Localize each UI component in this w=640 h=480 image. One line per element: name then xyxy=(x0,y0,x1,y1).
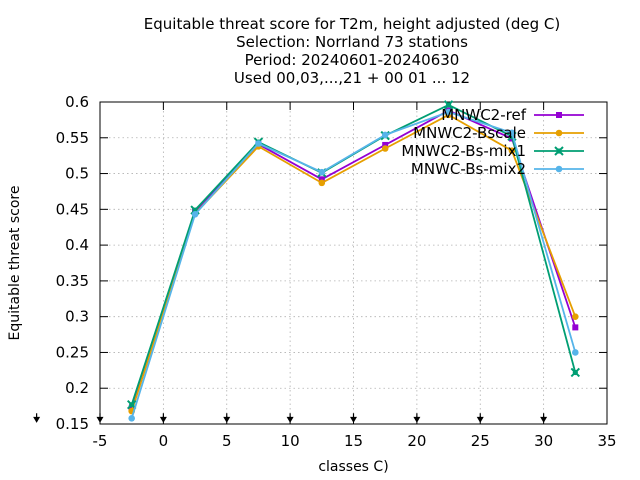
x-axis-label: classes C) xyxy=(318,459,388,475)
down-arrow-icon xyxy=(413,413,421,423)
x-tick-label: 0 xyxy=(159,432,169,450)
legend-label: MNWC2-ref xyxy=(441,106,526,124)
title-line: Equitable threat score for T2m, height a… xyxy=(144,15,560,33)
x-tick-label: 15 xyxy=(344,432,363,450)
y-tick-label: 0.4 xyxy=(65,236,89,254)
data-point xyxy=(508,147,516,154)
data-point xyxy=(318,168,326,176)
data-point xyxy=(508,129,516,137)
series-line xyxy=(130,109,577,409)
y-tick-label: 0.55 xyxy=(56,129,89,147)
legend-item: MNWC-Bs-mix2 xyxy=(411,160,584,178)
down-arrow-icon xyxy=(159,413,167,423)
legend-marker xyxy=(554,146,564,156)
down-arrow-icon xyxy=(223,413,231,423)
legend-label: MNWC2-Bscale xyxy=(413,124,526,142)
legend-label: MNWC-Bs-mix2 xyxy=(411,160,526,178)
x-axis-ticks: -5 0 5 10 15 20 25 30 35 xyxy=(93,102,617,450)
data-point xyxy=(318,176,325,183)
y-tick-label: 0.2 xyxy=(65,379,89,397)
grid xyxy=(100,102,607,424)
y-axis-label: Equitable threat score xyxy=(7,186,23,341)
down-arrow-icon xyxy=(96,413,104,423)
x-tick-label: 25 xyxy=(471,432,490,450)
down-arrow-icon xyxy=(540,413,548,423)
data-point xyxy=(381,145,389,152)
data-point xyxy=(572,324,579,331)
data-point xyxy=(445,108,452,116)
data-point xyxy=(382,141,389,148)
plot-frame xyxy=(99,101,608,425)
x-tick-label: 30 xyxy=(534,432,553,450)
y-tick-label: 0.5 xyxy=(65,165,89,183)
down-arrow-icon xyxy=(476,413,484,423)
y-tick-label: 0.45 xyxy=(56,200,89,218)
x-tick-label: 20 xyxy=(407,432,426,450)
data-point xyxy=(318,179,326,187)
y-tick-label: 0.35 xyxy=(56,272,89,290)
series-3 xyxy=(128,108,579,422)
y-tick-label: 0.15 xyxy=(56,415,89,433)
chart-title: Equitable threat score for T2m, height a… xyxy=(144,15,560,87)
data-point xyxy=(570,367,581,378)
title-line: Used 00,03,...,21 + 00 01 ... 12 xyxy=(234,69,470,87)
data-point xyxy=(255,140,262,147)
down-arrow-icon xyxy=(33,413,41,423)
data-point xyxy=(572,313,579,320)
down-arrow-icon xyxy=(286,413,294,423)
data-point xyxy=(191,211,199,218)
data-point xyxy=(443,100,454,110)
series xyxy=(126,100,581,422)
title-line: Selection: Norrland 73 stations xyxy=(236,33,468,51)
down-arrow-icon xyxy=(350,413,357,423)
legend-item: MNWC2-ref xyxy=(441,106,584,124)
legend-marker xyxy=(555,129,563,137)
y-axis-ticks: 0.15 0.2 0.25 0.3 0.35 0.4 0.45 0.5 0.55 0.6 xyxy=(56,93,607,433)
y-tick-label: 0.25 xyxy=(56,343,89,361)
data-point xyxy=(128,414,135,422)
legend: MNWC2-refMNWC2-BscaleMNWC2-Bs-mix1MNWC-B… xyxy=(401,106,584,178)
x-tick-label: 35 xyxy=(597,432,616,450)
below-axis-arrows xyxy=(33,413,548,423)
x-tick-label: 10 xyxy=(281,432,300,450)
legend-marker xyxy=(556,112,562,118)
plot-border xyxy=(99,101,608,425)
data-point xyxy=(381,131,389,139)
legend-item: MNWC2-Bscale xyxy=(413,124,584,142)
legend-label: MNWC2-Bs-mix1 xyxy=(401,142,526,160)
title-line: Period: 20240601-20240630 xyxy=(245,51,460,69)
series-line xyxy=(130,111,577,419)
legend-marker xyxy=(555,165,563,173)
x-tick-label: -5 xyxy=(93,432,108,450)
x-tick-label: 5 xyxy=(222,432,232,450)
data-point xyxy=(572,349,579,356)
legend-item: MNWC2-Bs-mix1 xyxy=(401,142,584,160)
y-tick-label: 0.3 xyxy=(65,308,89,326)
y-tick-label: 0.6 xyxy=(65,93,89,111)
